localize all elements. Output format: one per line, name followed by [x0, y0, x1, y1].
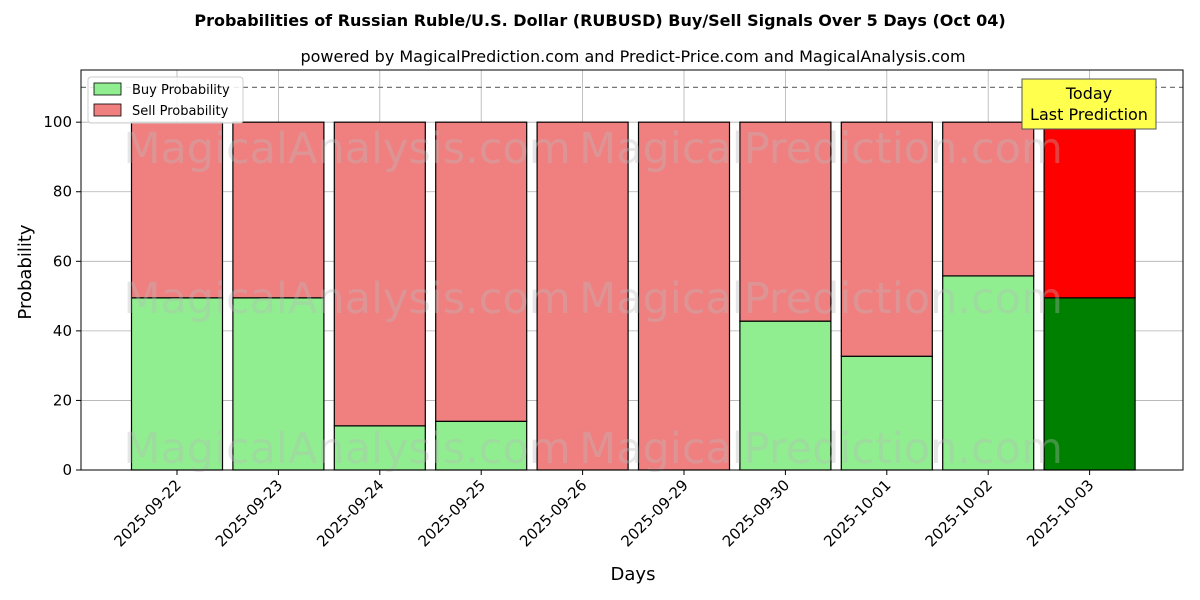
legend: Buy Probability Sell Probability: [87, 76, 244, 124]
legend-label-buy: Buy Probability: [132, 83, 230, 98]
x-tick-label: 2025-09-25: [415, 476, 489, 550]
watermark-text: MagicalPrediction.com: [579, 124, 1063, 174]
legend-swatch-sell: [93, 103, 122, 117]
bar-buy-2025-09-30: [739, 320, 832, 471]
bar-sell-2025-10-03: [1043, 121, 1136, 299]
bar-sell-2025-09-23: [232, 121, 325, 299]
bar-sell-2025-09-30: [739, 121, 832, 322]
bar-sell-2025-09-24: [333, 121, 426, 427]
y-tick-label: 80: [53, 183, 72, 201]
y-axis-ticks: 0 20 40 60 80 100: [43, 113, 81, 479]
y-axis-label: Probability: [15, 224, 36, 319]
x-axis-label: Days: [611, 564, 656, 585]
bar-buy-2025-09-24: [333, 425, 426, 471]
plot-frame: [80, 69, 1184, 471]
x-tick-label: 2025-10-03: [1023, 476, 1097, 550]
watermarks: MagicalAnalysis.com MagicalPrediction.com…: [123, 124, 1063, 474]
y-tick-label: 0: [62, 461, 72, 479]
x-tick-label: 2025-09-30: [719, 476, 793, 550]
bars: [130, 121, 1136, 471]
bar-buy-2025-10-02: [942, 275, 1035, 471]
x-tick-label: 2025-09-24: [313, 476, 387, 550]
x-tick-label: 2025-09-26: [516, 476, 590, 550]
x-tick-label: 2025-10-02: [922, 476, 996, 550]
bar-sell-2025-10-01: [840, 121, 933, 357]
y-tick-label: 40: [53, 322, 72, 340]
x-tick-label: 2025-10-01: [820, 476, 894, 550]
chart-subtitle: powered by MagicalPrediction.com and Pre…: [300, 47, 965, 66]
x-axis-ticks: 2025-09-22 2025-09-23 2025-09-24 2025-09-25…: [110, 470, 1097, 550]
bar-sell-2025-09-26: [536, 121, 629, 471]
watermark-text: MagicalAnalysis.com: [123, 124, 570, 174]
y-tick-label: 60: [53, 252, 72, 270]
chart-title: Probabilities of Russian Ruble/U.S. Doll…: [194, 11, 1005, 30]
bar-sell-2025-10-02: [942, 121, 1035, 277]
watermark-text: MagicalAnalysis.com: [123, 424, 570, 474]
legend-swatch-buy: [93, 82, 122, 96]
watermark-text: MagicalPrediction.com: [579, 274, 1063, 324]
bar-buy-2025-10-01: [840, 355, 933, 471]
x-tick-label: 2025-09-22: [110, 476, 184, 550]
x-tick-label: 2025-09-29: [617, 476, 691, 550]
bar-buy-2025-09-22: [130, 297, 224, 471]
y-tick-label: 20: [53, 391, 72, 409]
bar-sell-2025-09-29: [637, 121, 731, 471]
last-prediction-label: Last Prediction: [1030, 105, 1148, 124]
legend-label-sell: Sell Probability: [132, 104, 229, 119]
today-annotation: Today Last Prediction: [1021, 78, 1157, 130]
legend-box: [87, 76, 244, 124]
watermark-text: MagicalPrediction.com: [579, 424, 1063, 474]
x-tick-label: 2025-09-23: [212, 476, 286, 550]
bar-sell-2025-09-22: [130, 121, 224, 299]
y-tick-label: 100: [43, 113, 72, 131]
watermark-text: MagicalAnalysis.com: [123, 274, 570, 324]
bar-buy-2025-10-03: [1043, 297, 1136, 471]
bar-sell-2025-09-25: [435, 121, 528, 422]
today-label: Today: [1065, 84, 1112, 103]
today-annotation-box: [1021, 78, 1157, 130]
